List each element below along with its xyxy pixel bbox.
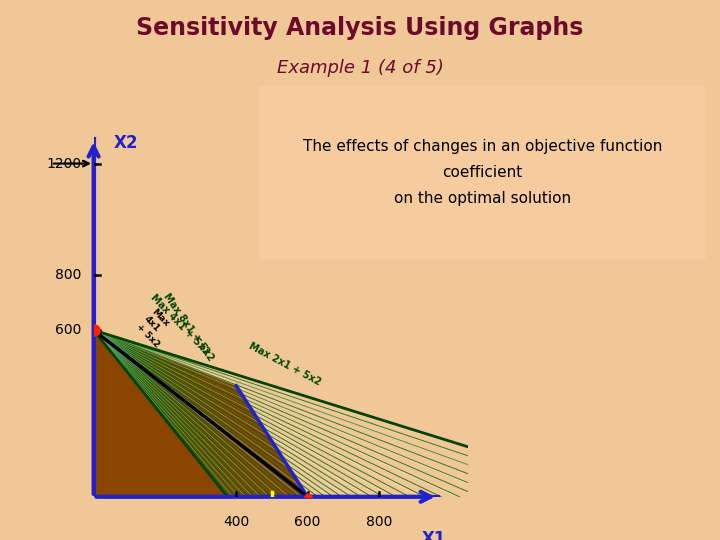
Text: X2: X2 xyxy=(113,134,138,152)
Text: Max 2x1 + 5x2: Max 2x1 + 5x2 xyxy=(247,341,323,388)
Text: 800: 800 xyxy=(55,268,81,282)
Text: 1200: 1200 xyxy=(46,157,81,171)
Text: The effects of changes in an objective function
coefficient
on the optimal solut: The effects of changes in an objective f… xyxy=(302,139,662,206)
Text: Max
4x1
+ 5x2: Max 4x1 + 5x2 xyxy=(135,307,176,349)
Text: 600: 600 xyxy=(294,515,320,529)
Text: 400: 400 xyxy=(223,515,249,529)
Text: 800: 800 xyxy=(366,515,392,529)
Polygon shape xyxy=(94,330,307,497)
Text: Example 1 (4 of 5): Example 1 (4 of 5) xyxy=(276,59,444,77)
Text: Max 4x1 + 5x2: Max 4x1 + 5x2 xyxy=(149,293,212,357)
Text: 600: 600 xyxy=(55,323,81,337)
Text: Max 8x1 + 5x2: Max 8x1 + 5x2 xyxy=(161,291,215,363)
Text: Sensitivity Analysis Using Graphs: Sensitivity Analysis Using Graphs xyxy=(136,16,584,40)
Text: X1: X1 xyxy=(422,530,446,540)
